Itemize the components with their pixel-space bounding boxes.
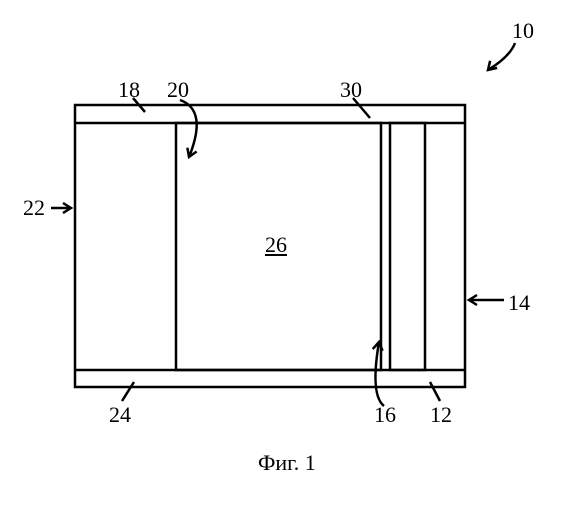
callout-26: 26 (265, 232, 287, 258)
callout-18: 18 (118, 77, 140, 103)
figure-caption: Фиг. 1 (258, 450, 316, 476)
leader-10-icon (488, 43, 515, 70)
callout-24: 24 (109, 402, 131, 428)
callout-20: 20 (167, 77, 189, 103)
callout-22: 22 (23, 195, 45, 221)
callout-12: 12 (430, 402, 452, 428)
callout-10: 10 (512, 18, 534, 44)
callout-30: 30 (340, 77, 362, 103)
figure-1: 10 18 20 30 22 14 24 16 12 26 Фиг. 1 (0, 0, 572, 500)
callout-14: 14 (508, 290, 530, 316)
callout-16: 16 (374, 402, 396, 428)
